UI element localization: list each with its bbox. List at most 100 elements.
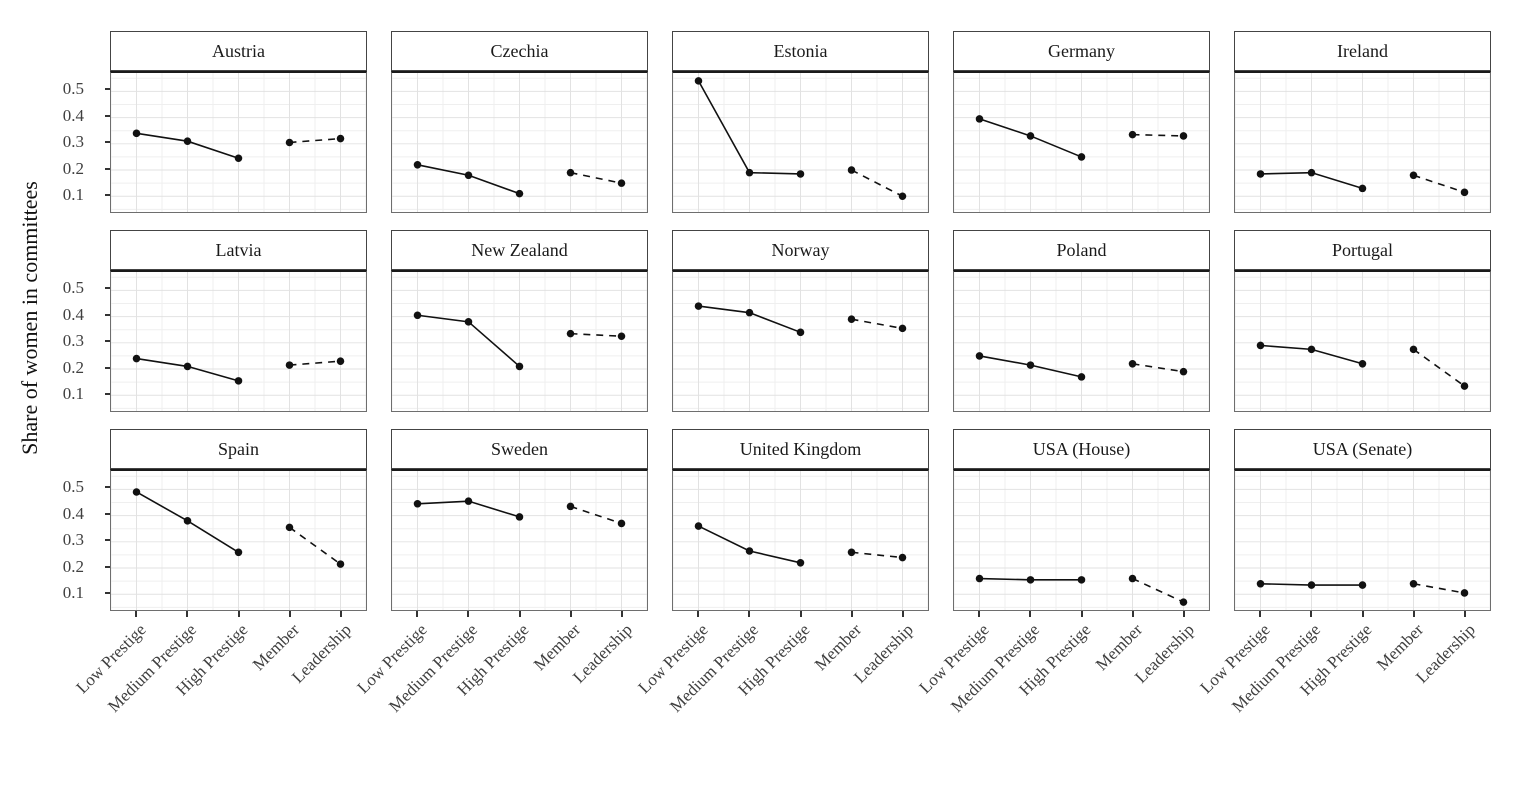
facet-title: Czechia [490, 40, 549, 61]
data-point [898, 192, 907, 201]
facet-strip: USA (House) [953, 429, 1210, 469]
y-tick-label: 0.3 [62, 132, 84, 152]
leadership-line-dashed [570, 171, 622, 184]
x-tick-mark [748, 611, 751, 617]
leadership-line-dashed [289, 137, 341, 144]
data-point [1077, 153, 1086, 161]
gridlines-major [111, 471, 366, 610]
y-tick-label: 0.4 [62, 105, 84, 125]
facet-sweden: Sweden Low Prestige Medium Prestige High Pr… [353, 429, 648, 716]
data-point [617, 519, 626, 528]
x-tick-label-medium-prestige: Medium Prestige [385, 620, 482, 716]
facet-panel-svg [392, 73, 647, 212]
facet-panel [953, 71, 1210, 213]
data-point [796, 170, 805, 178]
facet-panel [672, 469, 929, 611]
data-point [745, 308, 754, 317]
leadership-line-dashed [289, 526, 341, 565]
x-tick-mark [799, 611, 802, 617]
data-point [1256, 341, 1265, 350]
facet-panel [1234, 71, 1491, 213]
leadership-line-dashed [851, 551, 903, 559]
data-point [898, 324, 907, 333]
y-tick-label: 0.2 [62, 357, 84, 377]
facet-spain: Spain Low Prestige Medium Prestige High Pre… [72, 429, 367, 716]
facet-panel [672, 71, 929, 213]
y-tick-label: 0.3 [62, 530, 84, 550]
data-point [515, 189, 524, 198]
gridlines-minor [954, 73, 1209, 212]
data-point [1460, 589, 1469, 597]
data-point [336, 134, 345, 143]
x-axis: Low Prestige Medium Prestige High Prestige… [72, 611, 367, 776]
facet-united-kingdom: United Kingdom Low Prestige Medium Prestig… [634, 429, 929, 716]
data-point [1026, 132, 1035, 140]
data-point [1077, 576, 1086, 584]
data-point [1409, 580, 1418, 588]
y-tick-mark [105, 141, 110, 144]
facet-panel-svg [954, 73, 1209, 212]
facet-title: Norway [771, 239, 830, 260]
facet-portugal: Portugal [1234, 230, 1491, 412]
y-tick-mark [105, 512, 110, 515]
data-point [234, 548, 243, 557]
gridlines-major [954, 471, 1209, 610]
facet-strip: Germany [953, 31, 1210, 71]
facet-panel [672, 270, 929, 412]
y-axis-ticks-row-2: 0.5 0.4 0.3 0.2 0.1 [30, 230, 110, 412]
x-tick-mark [1131, 611, 1134, 617]
data-point [132, 129, 141, 138]
data-point [617, 332, 626, 341]
facet-strip: United Kingdom [672, 429, 929, 469]
data-point [1256, 170, 1265, 178]
facet-latvia: Latvia [110, 230, 367, 412]
facet-strip: USA (Senate) [1234, 429, 1491, 469]
facet-title: Austria [212, 40, 265, 61]
facet-title: Germany [1048, 40, 1115, 61]
y-tick-mark [105, 114, 110, 117]
x-tick-mark [518, 611, 521, 617]
facet-strip: Poland [953, 230, 1210, 270]
leadership-line-dashed [1413, 582, 1465, 594]
facet-strip: Austria [110, 31, 367, 71]
data-point [1026, 361, 1035, 369]
x-tick-mark [288, 611, 291, 617]
facet-strip: Sweden [391, 429, 648, 469]
facet-panel-svg [111, 272, 366, 411]
facet-ireland: Ireland [1234, 31, 1491, 213]
data-point [1358, 581, 1367, 589]
data-point [796, 559, 805, 567]
y-tick-label: 0.5 [62, 278, 84, 298]
x-tick-label-medium-prestige: Medium Prestige [666, 620, 763, 716]
facet-panel-svg [1235, 471, 1490, 610]
y-tick-label: 0.1 [62, 384, 84, 404]
data-point [285, 361, 294, 369]
facet-panel-svg [954, 272, 1209, 411]
data-point [745, 547, 754, 555]
data-point [1256, 580, 1265, 588]
y-tick-label: 0.5 [62, 79, 84, 99]
data-point [183, 137, 192, 145]
data-point [1460, 188, 1469, 197]
facet-strip: Spain [110, 429, 367, 469]
gridlines-minor [1235, 272, 1490, 411]
facet-austria: Austria [110, 31, 367, 213]
y-tick-mark [105, 592, 110, 595]
gridlines-major [673, 73, 928, 212]
x-tick-mark [977, 611, 980, 617]
facet-panel [110, 270, 367, 412]
facet-title: United Kingdom [739, 438, 862, 459]
data-point [975, 574, 984, 583]
facet-usa-senate: USA (Senate) Low Prestige Medium Prestige H… [1196, 429, 1491, 716]
y-tick-label: 0.3 [62, 331, 84, 351]
data-point [694, 77, 703, 85]
gridlines-major [673, 272, 928, 411]
facet-title: Sweden [491, 438, 548, 459]
leadership-line-dashed [570, 332, 622, 338]
leadership-line-dashed [851, 318, 903, 330]
x-tick-label-medium-prestige: Medium Prestige [104, 620, 201, 716]
y-tick-mark [105, 539, 110, 542]
facet-title: Spain [217, 438, 259, 459]
y-tick-label: 0.2 [62, 556, 84, 576]
facet-title: USA (House) [1032, 438, 1131, 459]
